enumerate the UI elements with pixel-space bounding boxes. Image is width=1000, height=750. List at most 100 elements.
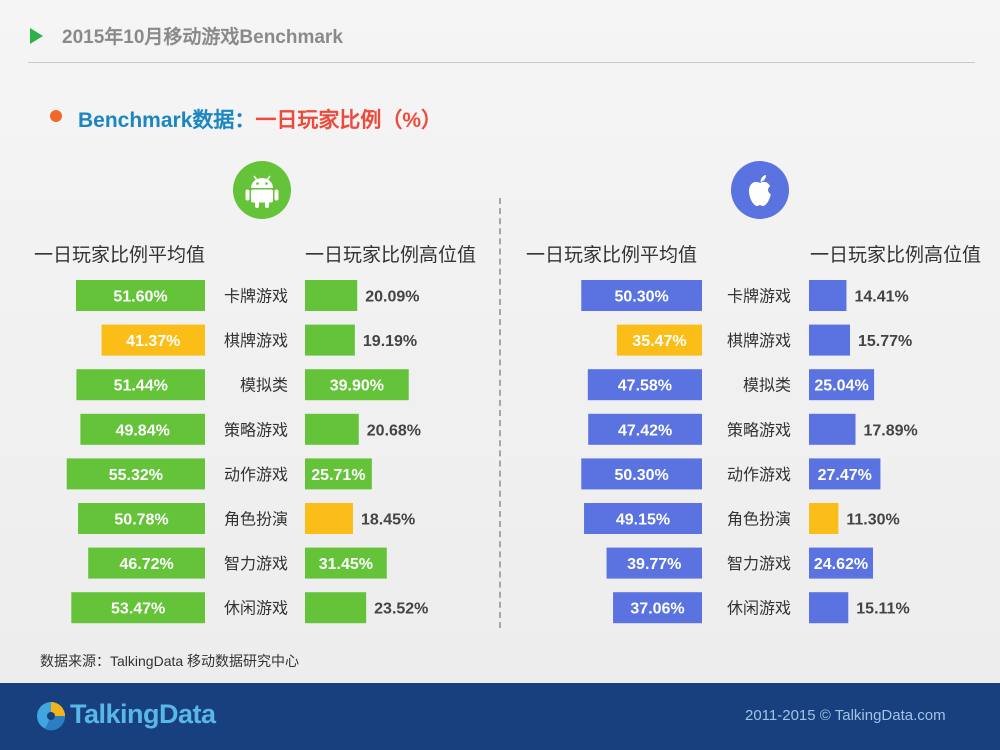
android-avg-bar xyxy=(66,458,205,490)
android-avg-bar xyxy=(78,503,205,534)
android-category-label: 动作游戏 xyxy=(224,466,288,484)
android-avg-label: 49.84% xyxy=(116,422,170,439)
header-arrow-icon xyxy=(30,28,43,44)
subtitle-prefix: Benchmark数据： xyxy=(78,109,256,132)
ios-avg-bar xyxy=(606,547,702,579)
ios-high-label: 17.89% xyxy=(864,422,918,439)
ios-high-bar xyxy=(809,547,874,579)
ios-high-label: 27.47% xyxy=(818,467,872,484)
ios-high-label: 11.30% xyxy=(846,512,899,529)
talkingdata-logo-icon xyxy=(37,702,66,731)
bullet-icon xyxy=(50,110,62,122)
android-high-bar xyxy=(305,547,387,579)
android-high-bar xyxy=(305,369,409,401)
ios-high-title: 一日玩家比例高位值 xyxy=(810,245,982,266)
android-high-label: 18.45% xyxy=(361,512,415,529)
android-high-bar xyxy=(305,324,355,356)
android-high-label: 23.52% xyxy=(374,601,428,618)
ios-avg-label: 50.30% xyxy=(615,289,669,306)
ios-avg-label: 37.06% xyxy=(630,601,684,618)
copyright: 2011-2015 © TalkingData.com xyxy=(745,707,946,724)
ios-avg-label: 39.77% xyxy=(627,556,681,573)
ios-high-bar xyxy=(809,413,856,445)
android-avg-bar xyxy=(80,413,205,445)
ios-high-bar xyxy=(809,369,875,401)
android-category-label: 棋牌游戏 xyxy=(224,332,288,350)
apple-icon xyxy=(731,161,789,219)
ios-high-bar xyxy=(809,503,839,534)
ios-high-label: 15.11% xyxy=(856,601,909,618)
android-avg-label: 46.72% xyxy=(119,556,173,573)
ios-high-label: 14.41% xyxy=(854,289,908,306)
ios-category-label: 卡牌游戏 xyxy=(727,288,791,306)
android-category-label: 智力游戏 xyxy=(224,555,288,573)
android-avg-title: 一日玩家比例平均值 xyxy=(34,245,206,266)
ios-high-label: 25.04% xyxy=(814,378,868,395)
header-divider xyxy=(28,62,975,63)
ios-avg-bar xyxy=(616,324,702,356)
ios-category-label: 智力游戏 xyxy=(727,555,791,573)
ios-category-label: 策略游戏 xyxy=(727,421,791,439)
android-high-label: 39.90% xyxy=(330,378,384,395)
android-avg-label: 41.37% xyxy=(126,333,180,350)
android-avg-label: 55.32% xyxy=(109,467,163,484)
android-high-bar xyxy=(305,413,359,445)
android-avg-label: 51.44% xyxy=(114,378,168,395)
android-avg-label: 53.47% xyxy=(111,601,165,618)
ios-high-label: 24.62% xyxy=(814,556,868,573)
ios-avg-bar xyxy=(613,592,702,624)
data-source: 数据来源：TalkingData 移动数据研究中心 xyxy=(40,653,300,669)
android-high-title: 一日玩家比例高位值 xyxy=(305,245,477,266)
ios-avg-label: 47.42% xyxy=(618,422,672,439)
ios-high-bar xyxy=(809,458,881,490)
android-high-label: 19.19% xyxy=(363,333,417,350)
ios-avg-title: 一日玩家比例平均值 xyxy=(526,245,698,266)
benchmark-chart: 51.60% 卡牌游戏 20.09% 41.37% 棋牌游戏 19.19% 51.44% 模拟… xyxy=(66,280,918,624)
android-avg-bar xyxy=(88,547,205,579)
ios-avg-bar xyxy=(581,458,702,490)
ios-category-label: 角色扮演 xyxy=(727,511,791,529)
talkingdata-logo: TalkingData xyxy=(70,699,216,729)
android-avg-bar xyxy=(76,369,206,401)
android-category-label: 卡牌游戏 xyxy=(224,288,288,306)
page-title: 2015年10月移动游戏Benchmark xyxy=(62,27,343,48)
subtitle-main: 一日玩家比例（%） xyxy=(255,109,443,132)
android-avg-bar xyxy=(71,592,205,624)
ios-high-bar xyxy=(809,324,851,356)
platform-divider xyxy=(499,198,501,628)
ios-category-label: 棋牌游戏 xyxy=(727,332,791,350)
section-title: Benchmark数据：一日玩家比例（%） xyxy=(78,104,442,134)
android-high-bar xyxy=(305,458,372,490)
ios-category-label: 模拟类 xyxy=(743,377,791,395)
android-category-label: 策略游戏 xyxy=(224,421,288,439)
android-avg-bar xyxy=(76,280,205,311)
android-category-label: 模拟类 xyxy=(240,377,288,395)
android-high-label: 20.68% xyxy=(367,422,421,439)
ios-avg-label: 35.47% xyxy=(632,333,686,350)
android-category-label: 休闲游戏 xyxy=(224,600,288,618)
ios-avg-label: 50.30% xyxy=(615,467,669,484)
android-icon xyxy=(233,161,291,219)
ios-high-bar xyxy=(809,592,849,624)
android-high-label: 31.45% xyxy=(319,556,373,573)
ios-avg-label: 47.58% xyxy=(618,378,672,395)
footer-bar xyxy=(0,683,1000,750)
ios-high-label: 15.77% xyxy=(858,333,912,350)
android-high-bar xyxy=(305,592,367,624)
android-avg-label: 51.60% xyxy=(113,289,167,306)
android-category-label: 角色扮演 xyxy=(224,511,288,529)
ios-category-label: 休闲游戏 xyxy=(727,600,791,618)
ios-avg-bar xyxy=(588,413,702,445)
ios-avg-bar xyxy=(584,503,702,534)
ios-category-label: 动作游戏 xyxy=(727,466,791,484)
android-avg-label: 50.78% xyxy=(114,512,168,529)
ios-avg-label: 49.15% xyxy=(616,512,670,529)
android-high-label: 25.71% xyxy=(311,467,365,484)
android-high-label: 20.09% xyxy=(365,289,419,306)
android-avg-bar xyxy=(101,324,205,356)
ios-high-bar xyxy=(809,280,847,311)
android-high-bar xyxy=(305,280,358,311)
ios-avg-bar xyxy=(587,369,702,401)
android-high-bar xyxy=(305,503,353,534)
ios-avg-bar xyxy=(581,280,702,311)
